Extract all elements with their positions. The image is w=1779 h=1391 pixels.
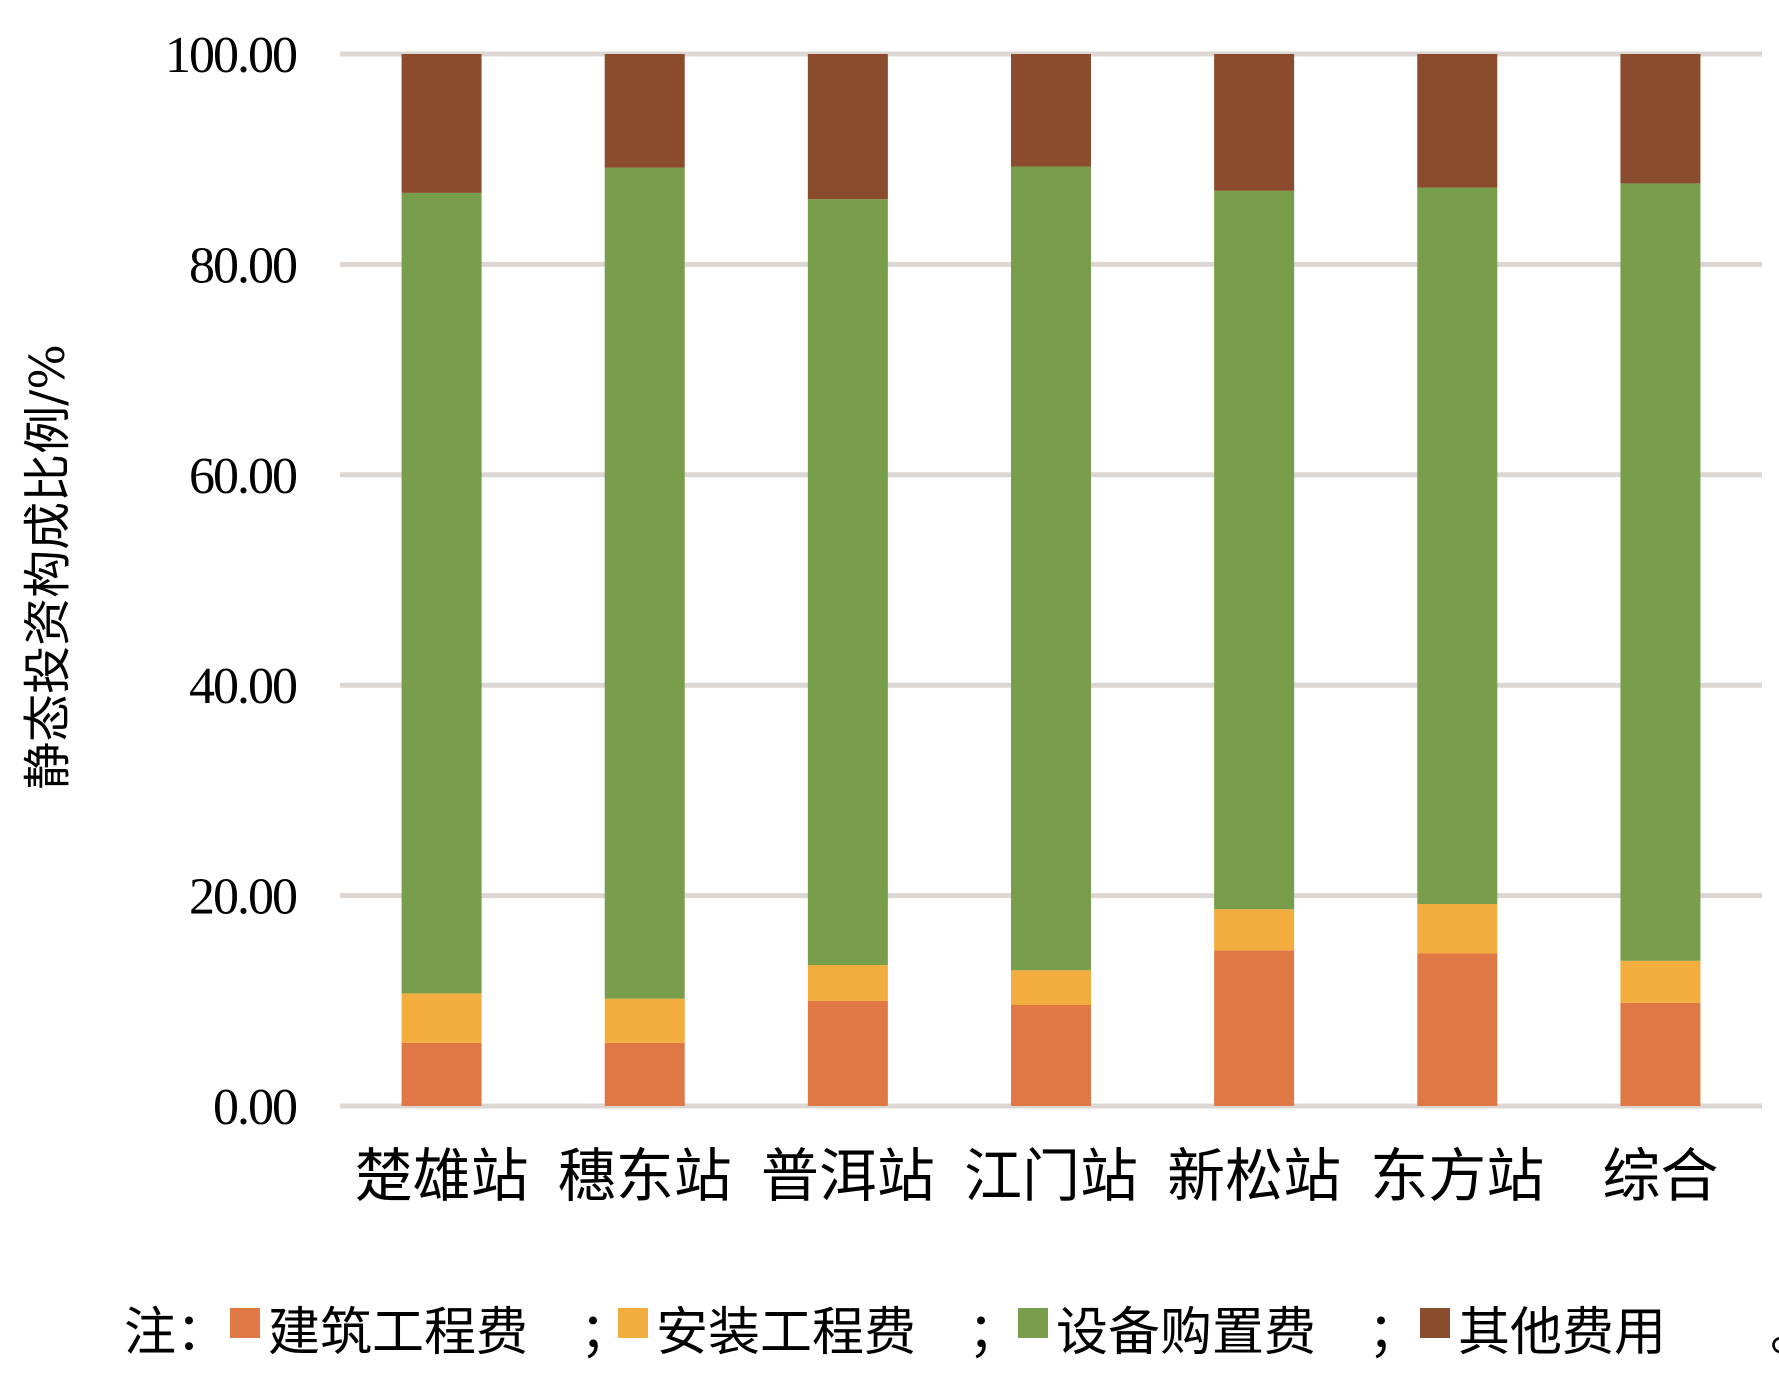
x-axis-category-labels: 楚雄站 穗东站 普洱站 江门站 新松站 东方站 综合 <box>355 1142 1719 1210</box>
bar-segment-4-1 <box>401 54 482 193</box>
bar-segment-3-3 <box>807 199 888 966</box>
y-axis-tick-labels: 0.00 20.00 40.00 60.00 80.00 100.00 <box>165 27 299 1136</box>
x-category-label: 楚雄站 <box>355 1142 529 1210</box>
bar-segment-4-7 <box>1620 54 1701 184</box>
legend-separator: ； <box>968 1303 1020 1363</box>
bar-segment-3-5 <box>1214 190 1295 910</box>
legend-terminator: 。 <box>1770 1303 1779 1363</box>
bar-segment-1-3 <box>807 1000 888 1106</box>
legend-label: 其他费用 <box>1458 1303 1666 1363</box>
x-category-label: 江门站 <box>964 1142 1138 1210</box>
legend-prefix: 注： <box>124 1303 228 1363</box>
bar-segment-2-2 <box>604 998 685 1043</box>
y-tick-label: 20.00 <box>189 869 297 926</box>
legend-swatch <box>1420 1308 1450 1338</box>
y-tick-label: 0.00 <box>213 1079 297 1136</box>
bar-segment-3-4 <box>1011 166 1091 971</box>
bar-segment-4-4 <box>1011 54 1091 167</box>
x-category-label: 普洱站 <box>761 1142 935 1210</box>
bar-segment-4-6 <box>1417 54 1498 188</box>
bar-segment-3-1 <box>401 192 482 994</box>
legend-label: 安装工程费 <box>656 1303 916 1363</box>
bar-segment-2-5 <box>1214 909 1295 951</box>
bar-segment-1-5 <box>1214 950 1295 1106</box>
bar-segment-3-7 <box>1620 183 1701 961</box>
bar-segment-2-7 <box>1620 960 1701 1003</box>
bar-segment-4-5 <box>1214 54 1295 191</box>
bar-segment-1-4 <box>1011 1005 1091 1106</box>
bars <box>401 54 1701 1106</box>
legend-swatch <box>618 1308 648 1338</box>
x-category-label: 新松站 <box>1167 1142 1341 1210</box>
legend-swatch <box>1018 1308 1048 1338</box>
bar-segment-3-6 <box>1417 187 1498 905</box>
y-tick-label: 80.00 <box>189 237 297 294</box>
x-category-label: 穗东站 <box>558 1142 732 1210</box>
bar-segment-2-1 <box>401 993 482 1043</box>
y-tick-label: 40.00 <box>189 658 297 715</box>
y-axis-label: 静态投资构成比例/% <box>20 344 76 790</box>
bar-segment-4-3 <box>807 54 888 200</box>
y-tick-label: 60.00 <box>189 448 297 505</box>
legend-swatch <box>230 1308 260 1338</box>
bar-segment-1-1 <box>401 1042 482 1106</box>
bar-segment-1-7 <box>1620 1002 1701 1106</box>
x-category-label: 东方站 <box>1370 1142 1544 1210</box>
legend-separator: ； <box>1368 1303 1420 1363</box>
bar-segment-1-6 <box>1417 953 1498 1106</box>
legend: 注：建筑工程费；安装工程费；设备购置费；其他费用。 <box>124 1303 1779 1363</box>
legend-label: 设备购置费 <box>1056 1303 1316 1363</box>
bar-segment-3-2 <box>604 167 685 999</box>
y-tick-label: 100.00 <box>165 27 297 84</box>
bar-segment-2-4 <box>1011 970 1091 1006</box>
bar-segment-2-3 <box>807 965 888 1001</box>
x-category-label: 综合 <box>1602 1142 1718 1210</box>
bar-segment-4-2 <box>604 54 685 168</box>
bar-segment-2-6 <box>1417 904 1498 954</box>
bar-segment-1-2 <box>604 1042 685 1106</box>
legend-label: 建筑工程费 <box>268 1303 528 1363</box>
